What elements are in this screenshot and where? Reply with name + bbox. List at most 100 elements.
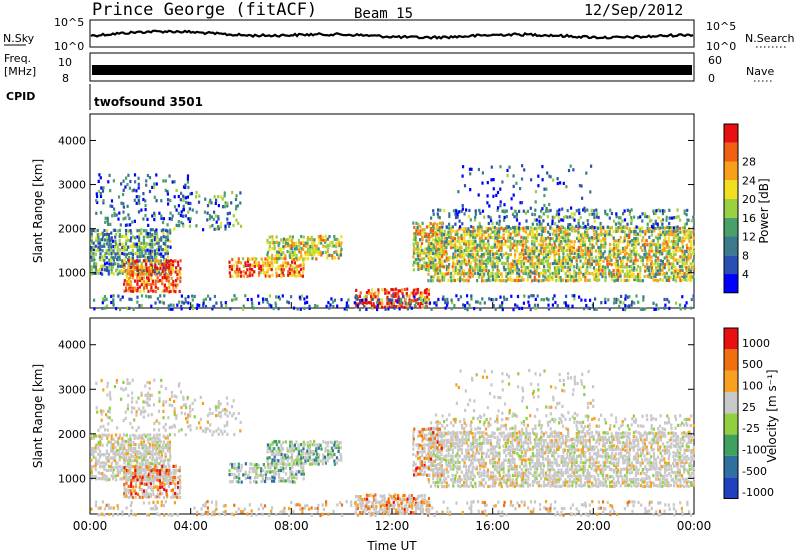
heatmap-cell [533,303,537,307]
heatmap-cell [587,222,590,226]
heatmap-cell [458,227,461,231]
heatmap-cell [392,301,395,305]
heatmap-cell [540,261,543,265]
heatmap-cell [595,230,598,234]
heatmap-cell [187,210,190,214]
heatmap-cell [434,227,437,231]
heatmap-cell [295,247,298,251]
heatmap-cell [554,271,557,275]
heatmap-cell [448,235,451,239]
heatmap-cell [557,275,560,279]
heatmap-cell [525,236,528,240]
heatmap-cell [306,444,310,448]
heatmap-cell [482,268,485,272]
heatmap-cell [391,298,394,302]
heatmap-cell [476,253,479,257]
heatmap-cell [456,212,459,216]
heatmap-cell [142,254,145,258]
heatmap-cell [120,397,123,401]
heatmap-cell [583,307,586,311]
heatmap-cell [328,456,331,460]
heatmap-cell [209,297,212,301]
heatmap-cell [231,298,234,302]
heatmap-cell [270,452,273,456]
heatmap-cell [495,221,498,225]
heatmap-cell [295,470,298,474]
heatmap-cell [150,469,153,473]
heatmap-cell [420,251,423,255]
heatmap-cell [459,276,462,280]
heatmap-cell [584,298,587,302]
heatmap-cell [293,244,296,248]
heatmap-cell [272,462,276,466]
heatmap-cell [639,215,642,219]
heatmap-cell [97,471,100,475]
heatmap-cell [527,295,530,299]
heatmap-cell [553,258,556,263]
heatmap-cell [189,424,192,428]
heatmap-cell [340,241,343,245]
heatmap-cell [520,276,524,280]
heatmap-cell [311,242,314,246]
heatmap-cell [128,263,131,267]
heatmap-cell [98,173,101,177]
heatmap-cell [182,395,185,399]
heatmap-cell [505,279,508,283]
heatmap-cell [317,249,320,253]
heatmap-cell [122,433,125,437]
heatmap-cell [142,239,145,243]
heatmap-cell [264,257,267,261]
heatmap-cell [165,289,168,293]
heatmap-cell [97,446,100,450]
heatmap-cell [146,380,149,385]
heatmap-cell [155,452,158,456]
heatmap-cell [639,233,642,237]
heatmap-cell [471,274,475,278]
heatmap-cell [302,266,305,271]
heatmap-cell [489,279,492,283]
heatmap-cell [149,238,152,243]
heatmap-cell [291,465,294,470]
heatmap-cell [599,246,602,250]
heatmap-cell [311,449,314,453]
heatmap-cell [156,276,159,280]
heatmap-cell [602,225,605,229]
heatmap-cell [665,255,668,259]
heatmap-cell [624,233,627,237]
heatmap-cell [571,225,574,229]
heatmap-cell [668,245,671,249]
heatmap-cell [466,294,469,298]
heatmap-cell [90,232,93,236]
heatmap-cell [659,268,662,272]
heatmap-cell [661,248,664,252]
heatmap-cell [242,274,245,278]
heatmap-cell [440,236,444,240]
heatmap-cell [162,403,165,407]
heatmap-cell [612,269,615,273]
heatmap-cell [497,274,500,278]
heatmap-cell [659,249,662,253]
heatmap-cell [326,256,329,260]
heatmap-cell [290,459,293,463]
heatmap-cell [452,274,455,278]
heatmap-cell [500,304,504,308]
heatmap-cell [224,412,227,416]
heatmap-cell [307,458,310,462]
heatmap-cell [132,446,135,450]
heatmap-cell [139,479,142,483]
heatmap-cell [320,253,323,257]
heatmap-cell [676,229,679,233]
heatmap-cell [505,271,508,276]
heatmap-cell [280,462,283,466]
heatmap-cell [663,297,666,302]
heatmap-cell [446,303,449,307]
heatmap-cell [417,229,420,233]
heatmap-cell [275,295,278,299]
heatmap-cell [518,256,521,260]
heatmap-cell [158,238,161,242]
heatmap-cell [114,252,117,256]
heatmap-cell [317,455,320,459]
heatmap-cell [506,173,509,178]
heatmap-cell [617,221,620,225]
heatmap-cell [612,236,615,240]
